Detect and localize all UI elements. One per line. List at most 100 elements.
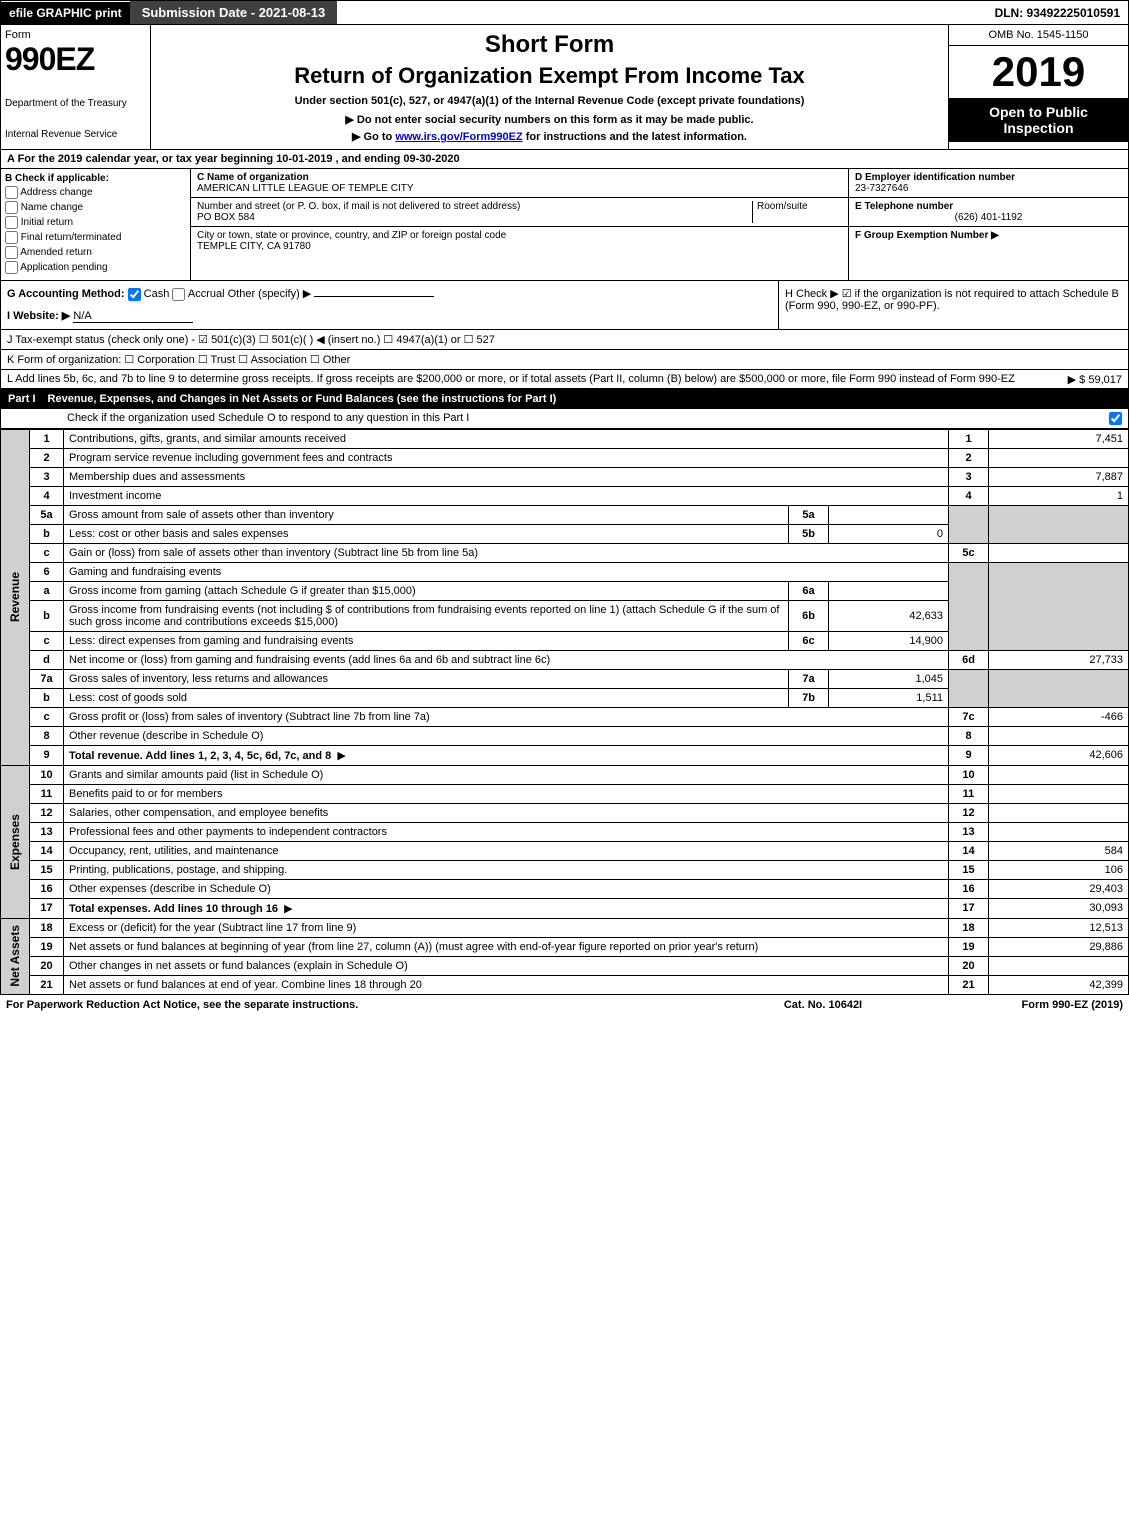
l6a-num: a <box>30 581 64 600</box>
part1-check-row: Check if the organization used Schedule … <box>0 409 1129 429</box>
l5b-box: 5b <box>789 524 829 543</box>
page-footer: For Paperwork Reduction Act Notice, see … <box>0 995 1129 1015</box>
chk-final-return[interactable]: Final return/terminated <box>5 231 186 244</box>
chk-name-change[interactable]: Name change <box>5 201 186 214</box>
chk-initial-return[interactable]: Initial return <box>5 216 186 229</box>
l7a-num: 7a <box>30 669 64 688</box>
tax-year: 2019 <box>949 46 1128 98</box>
l6b-num: b <box>30 600 64 631</box>
l14-num: 14 <box>30 841 64 860</box>
l8-desc: Other revenue (describe in Schedule O) <box>69 730 263 742</box>
l6-num: 6 <box>30 562 64 581</box>
l6a-desc: Gross income from gaming (attach Schedul… <box>69 585 416 597</box>
l14-desc: Occupancy, rent, utilities, and maintena… <box>69 845 279 857</box>
l19-ln: 19 <box>949 937 989 956</box>
section-b-label: B Check if applicable: <box>5 173 186 184</box>
l10-desc: Grants and similar amounts paid (list in… <box>69 769 323 781</box>
l1-val: 7,451 <box>989 429 1129 448</box>
l5c-num: c <box>30 543 64 562</box>
l9-ln: 9 <box>949 745 989 765</box>
l2-val <box>989 448 1129 467</box>
link-prefix: ▶ Go to <box>352 131 395 143</box>
l6d-desc: Net income or (loss) from gaming and fun… <box>69 654 550 666</box>
part1-title: Revenue, Expenses, and Changes in Net As… <box>48 393 1121 405</box>
l8-val <box>989 726 1129 745</box>
l13-val <box>989 822 1129 841</box>
l13-ln: 13 <box>949 822 989 841</box>
part1-check-text: Check if the organization used Schedule … <box>7 412 1109 425</box>
form-label: Form <box>5 29 146 41</box>
l6c-desc: Less: direct expenses from gaming and fu… <box>69 635 353 647</box>
ssn-note: ▶ Do not enter social security numbers o… <box>157 113 942 126</box>
l13-num: 13 <box>30 822 64 841</box>
l15-val: 106 <box>989 860 1129 879</box>
l4-num: 4 <box>30 486 64 505</box>
l7c-num: c <box>30 707 64 726</box>
chk-address-change[interactable]: Address change <box>5 186 186 199</box>
l5b-boxval: 0 <box>829 524 949 543</box>
l11-desc: Benefits paid to or for members <box>69 788 222 800</box>
l8-num: 8 <box>30 726 64 745</box>
form-header: Form 990EZ Department of the Treasury In… <box>0 25 1129 150</box>
phone-label: E Telephone number <box>855 201 1122 212</box>
l1-desc: Contributions, gifts, grants, and simila… <box>69 433 346 445</box>
l2-ln: 2 <box>949 448 989 467</box>
org-info-block: B Check if applicable: Address change Na… <box>0 169 1129 281</box>
l6a-boxval <box>829 581 949 600</box>
expenses-label: Expenses <box>6 812 24 872</box>
l18-num: 18 <box>30 918 64 937</box>
line-a: A For the 2019 calendar year, or tax yea… <box>0 150 1129 169</box>
street-label: Number and street (or P. O. box, if mail… <box>197 201 752 212</box>
l13-desc: Professional fees and other payments to … <box>69 826 387 838</box>
part1-number: Part I <box>8 393 48 405</box>
l5b-desc: Less: cost or other basis and sales expe… <box>69 528 289 540</box>
l9-val: 42,606 <box>989 745 1129 765</box>
l12-ln: 12 <box>949 803 989 822</box>
netassets-label: Net Assets <box>6 923 24 989</box>
l17-desc: Total expenses. Add lines 10 through 16 <box>69 903 278 915</box>
l4-val: 1 <box>989 486 1129 505</box>
l15-num: 15 <box>30 860 64 879</box>
l7b-num: b <box>30 688 64 707</box>
phone: (626) 401-1192 <box>855 212 1122 223</box>
group-exemption-label: F Group Exemption Number ▶ <box>855 230 1122 241</box>
l16-desc: Other expenses (describe in Schedule O) <box>69 883 271 895</box>
l18-desc: Excess or (deficit) for the year (Subtra… <box>69 922 356 934</box>
l5b-num: b <box>30 524 64 543</box>
l18-ln: 18 <box>949 918 989 937</box>
l1-ln: 1 <box>949 429 989 448</box>
short-form-title: Short Form <box>157 31 942 59</box>
l19-num: 19 <box>30 937 64 956</box>
chk-amended-return[interactable]: Amended return <box>5 246 186 259</box>
irs-link[interactable]: www.irs.gov/Form990EZ <box>395 131 522 143</box>
open-to-public: Open to Public Inspection <box>949 98 1128 142</box>
l10-num: 10 <box>30 765 64 784</box>
l6b-box: 6b <box>789 600 829 631</box>
header-center: Short Form Return of Organization Exempt… <box>151 25 948 149</box>
l17-val: 30,093 <box>989 898 1129 918</box>
l21-ln: 21 <box>949 975 989 994</box>
org-name: AMERICAN LITTLE LEAGUE OF TEMPLE CITY <box>197 183 842 194</box>
l7c-val: -466 <box>989 707 1129 726</box>
chk-application-pending[interactable]: Application pending <box>5 261 186 274</box>
l17-num: 17 <box>30 898 64 918</box>
footer-left: For Paperwork Reduction Act Notice, see … <box>6 999 723 1011</box>
org-name-label: C Name of organization <box>197 172 842 183</box>
l7a-boxval: 1,045 <box>829 669 949 688</box>
instructions-link-line: ▶ Go to www.irs.gov/Form990EZ for instru… <box>157 130 942 143</box>
line-h: H Check ▶ ☑ if the organization is not r… <box>778 281 1128 329</box>
l7c-desc: Gross profit or (loss) from sales of inv… <box>69 711 430 723</box>
efile-print-button[interactable]: efile GRAPHIC print <box>1 2 130 24</box>
l7a-box: 7a <box>789 669 829 688</box>
l2-num: 2 <box>30 448 64 467</box>
website-label: I Website: ▶ <box>7 310 70 322</box>
chk-accrual[interactable] <box>172 288 185 301</box>
l6d-val: 27,733 <box>989 650 1129 669</box>
section-b: B Check if applicable: Address change Na… <box>1 169 191 280</box>
l16-val: 29,403 <box>989 879 1129 898</box>
chk-cash[interactable] <box>128 288 141 301</box>
line-g: G Accounting Method: Cash Accrual Other … <box>1 281 778 329</box>
l4-desc: Investment income <box>69 490 161 502</box>
part1-checkbox[interactable] <box>1109 412 1122 425</box>
l3-ln: 3 <box>949 467 989 486</box>
